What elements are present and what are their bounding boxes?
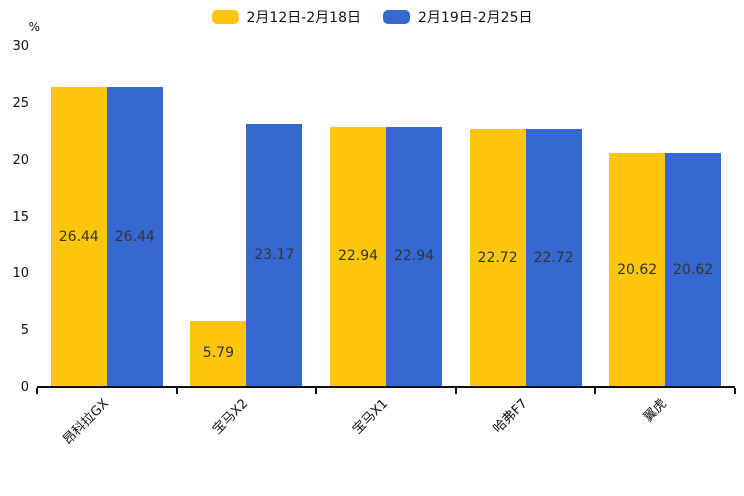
bar-group: 5.79 23.17 宝马X2 <box>177 47 317 437</box>
bar-week1: 22.72 <box>469 129 526 386</box>
bar-value-label: 22.94 <box>337 248 379 265</box>
bar-value-label: 23.17 <box>254 247 295 264</box>
y-axis: 0 5 10 15 20 25 30 <box>0 39 29 395</box>
y-tick-label: 5 <box>20 323 29 339</box>
bar-week2: 26.44 <box>106 87 163 386</box>
bar-week2: 22.72 <box>525 129 582 386</box>
legend-swatch <box>383 10 410 24</box>
y-axis-unit-label: % <box>28 20 40 34</box>
legend-item: 2月19日-2月25日 <box>383 7 533 27</box>
x-category-label: 昂科拉GX <box>60 396 112 448</box>
bar-week1: 22.94 <box>329 126 386 386</box>
bar-group: 22.94 22.94 宝马X1 <box>316 47 456 437</box>
bar-value-label: 26.44 <box>58 228 99 245</box>
bar-value-label: 22.94 <box>393 248 435 265</box>
legend-label: 2月12日-2月18日 <box>246 10 362 26</box>
legend: 2月12日-2月18日 2月19日-2月25日 <box>0 7 744 27</box>
y-tick-label: 25 <box>12 95 29 111</box>
bar-week1: 5.79 <box>190 320 247 386</box>
bar-group: 20.62 20.62 翼虎 <box>595 47 735 425</box>
x-category-label: 宝马X1 <box>349 396 391 438</box>
x-category-label: 翼虎 <box>641 396 671 426</box>
y-tick-label: 15 <box>12 209 29 225</box>
bar-group: 26.44 26.44 昂科拉GX <box>37 47 177 448</box>
bar-group: 22.72 22.72 哈弗F7 <box>456 47 596 436</box>
bar-week2: 20.62 <box>665 153 722 386</box>
bar-value-label: 20.62 <box>617 261 658 278</box>
legend-label: 2月19日-2月25日 <box>418 10 533 26</box>
y-tick-label: 30 <box>12 39 29 54</box>
y-tick-label: 10 <box>12 266 29 282</box>
legend-swatch <box>211 10 239 24</box>
bar-week2: 22.94 <box>385 126 442 386</box>
bar-value-label: 22.72 <box>477 249 518 266</box>
x-category-label: 哈弗F7 <box>490 396 531 437</box>
x-axis-tick <box>315 388 318 394</box>
bar-week2: 23.17 <box>246 124 303 386</box>
x-axis-tick <box>175 388 178 394</box>
x-axis-tick <box>594 388 597 394</box>
legend-item: 2月12日-2月18日 <box>211 7 362 27</box>
bar-value-label: 22.72 <box>533 249 574 266</box>
x-category-label: 宝马X2 <box>210 396 252 438</box>
y-tick-label: 0 <box>20 380 29 395</box>
x-axis-tick <box>36 388 38 394</box>
x-axis-tick <box>734 388 736 394</box>
bar-week1: 26.44 <box>50 87 107 386</box>
x-axis-tick <box>454 388 457 394</box>
y-tick-label: 20 <box>12 152 29 168</box>
bar-value-label: 5.79 <box>202 345 234 362</box>
bar-value-label: 26.44 <box>114 228 155 245</box>
plot-area: 26.44 26.44 昂科拉GX 5.79 23.17 宝马X2 22.94 22.94 宝马… <box>36 47 736 448</box>
bar-week1: 20.62 <box>609 153 666 386</box>
bar-value-label: 20.62 <box>673 261 714 278</box>
